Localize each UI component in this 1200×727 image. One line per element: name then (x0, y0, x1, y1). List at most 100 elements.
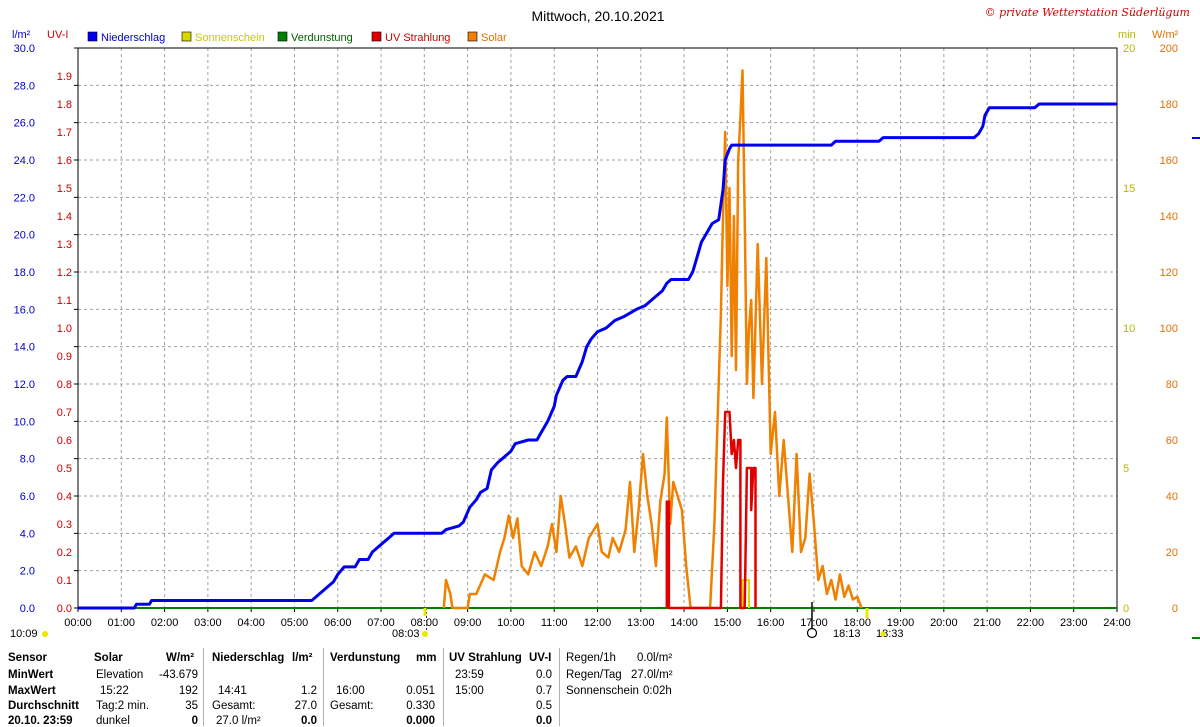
solar-r1-label: Elevation (96, 669, 144, 681)
solar-tick-label: 80 (1166, 379, 1178, 391)
solar-tick-label: 20 (1166, 547, 1178, 559)
rain-tick-label: 2.0 (20, 566, 35, 578)
uv-r4-val: 0.0 (536, 715, 552, 727)
solar-tick-label: 140 (1160, 211, 1178, 223)
chart-title: Mittwoch, 20.10.2021 (531, 8, 664, 24)
rain-r3-label: Gesamt: (212, 700, 256, 712)
chart-legend: Niederschlag Sonnenschein Verdunstung UV St… (87, 31, 507, 44)
copyright: © private Wetterstation Süderlügum (985, 6, 1190, 19)
solar-tick-label: 40 (1166, 491, 1178, 503)
uv-r1-val: 0.0 (536, 669, 552, 681)
x-tick-label: 08:00 (411, 617, 439, 629)
uv-tick-label: 0.2 (57, 547, 72, 559)
rain-tick-label: 4.0 (20, 528, 35, 540)
niederschlag-line (78, 102, 1117, 610)
min-tick-label: 15 (1123, 183, 1135, 195)
x-tick-label: 16:00 (757, 617, 785, 629)
x-tick-label: 23:00 (1060, 617, 1088, 629)
solar-header: Solar (94, 652, 123, 664)
solar-r3-val: 35 (185, 700, 198, 712)
x-tick-label: 02:00 (151, 617, 179, 629)
rain-tick-label: 10.0 (14, 416, 35, 428)
moon-icon (806, 627, 818, 639)
sunset2-icon (880, 631, 886, 637)
uv-tick-label: 0.6 (57, 435, 72, 447)
x-tick-label: 24:00 (1103, 617, 1131, 629)
x-tick-label: 00:00 (64, 617, 92, 629)
legend-label-1: Sonnenschein (195, 32, 265, 44)
x-tick-label: 18:00 (843, 617, 871, 629)
rain-unit-label: l/m² (12, 29, 31, 41)
uv-tick-label: 1.6 (57, 155, 72, 167)
uv-tick-label: 0.8 (57, 379, 72, 391)
x-tick-label: 19:00 (887, 617, 915, 629)
rain-tick-label: 8.0 (20, 454, 35, 466)
legend-swatch-1 (181, 31, 192, 42)
uv-r2-label: 15:00 (455, 685, 484, 697)
sunset-label: 18:13 (833, 628, 861, 640)
chart-series (78, 69, 1117, 610)
solar-tick-label: 0 (1172, 603, 1178, 615)
evap-r3-label: Gesamt: (330, 700, 374, 712)
uv-tick-label: 1.1 (57, 295, 72, 307)
legend-swatch-0 (87, 31, 98, 42)
solar-r4-val: 0 (191, 715, 198, 727)
solar-tick-label: 160 (1160, 155, 1178, 167)
solar-r2-val: 192 (178, 685, 198, 697)
uv-r1-label: 23:59 (455, 669, 484, 681)
uv-r3-val: 0.5 (536, 700, 552, 712)
rain-r3-val: 27.0 (294, 700, 317, 712)
solar-r3-label: Tag:2 min. (96, 700, 150, 712)
x-tick-label: 20:00 (930, 617, 958, 629)
extra-r1-label: Regen/Tag (566, 669, 622, 681)
durchschnitt-label: Durchschnitt (8, 700, 79, 712)
min-tick-label: 20 (1123, 43, 1135, 55)
x-tick-label: 05:00 (281, 617, 309, 629)
stats-table: Sensor MinWert MaxWert Durchschnitt 20.1… (0, 648, 1200, 727)
legend-label-0: Niederschlag (101, 32, 165, 44)
min-unit-label: min (1118, 29, 1136, 41)
x-tick-label: 17:00 (800, 617, 828, 629)
min-tick-label: 10 (1123, 323, 1135, 335)
x-tick-label: 06:00 (324, 617, 352, 629)
x-tick-label: 21:00 (973, 617, 1001, 629)
solar-r2-label: 15:22 (100, 685, 129, 697)
uv-tick-label: 0.4 (57, 491, 72, 503)
chart-axes: 0.0 2.0 4.0 6.0 8.0 10.0 12.0 14.0 16.0 18.0 20.0 2… (14, 43, 1178, 629)
solar-tick-label: 180 (1160, 99, 1178, 111)
x-tick-label: 04:00 (237, 617, 265, 629)
x-tick-label: 22:00 (1017, 617, 1045, 629)
solar-unit: W/m² (166, 652, 195, 664)
legend-label-3: UV Strahlung (385, 32, 450, 44)
uv-r2-val: 0.7 (536, 685, 552, 697)
solar-r1-val: -43.679 (158, 669, 198, 681)
uv-tick-label: 1.7 (57, 127, 72, 139)
rain-tick-label: 28.0 (14, 80, 35, 92)
uv-tick-label: 0.0 (57, 603, 72, 615)
legend-label-4: Solar (481, 32, 507, 44)
minwert-label: MinWert (8, 669, 54, 681)
solar-tick-label: 120 (1160, 267, 1178, 279)
extra-r1-val: 27.0l/m² (631, 669, 673, 681)
uv-header: UV Strahlung (449, 652, 522, 664)
x-tick-label: 14:00 (670, 617, 698, 629)
solar-tick-label: 100 (1160, 323, 1178, 335)
evap-unit: mm (416, 652, 437, 664)
rain-tick-label: 26.0 (14, 118, 35, 130)
uv-tick-label: 0.9 (57, 351, 72, 363)
x-tick-label: 15:00 (714, 617, 742, 629)
rain-r4-val: 0.0 (301, 715, 317, 727)
legend-swatch-2 (277, 31, 288, 42)
rain-header: Niederschlag (212, 652, 285, 664)
evap-r4-val: 0.000 (406, 715, 435, 727)
sunrise-icon (422, 631, 428, 637)
uv-tick-label: 1.3 (57, 239, 72, 251)
rain-unit: l/m² (292, 652, 313, 664)
legend-swatch-4 (467, 31, 478, 42)
x-tick-label: 07:00 (367, 617, 395, 629)
rain-r4-label: 27.0 l/m² (216, 715, 261, 727)
uv-tick-label: 0.3 (57, 519, 72, 531)
uv-tick-label: 1.0 (57, 323, 72, 335)
rain-tick-label: 22.0 (14, 192, 35, 204)
rain-r2-val: 1.2 (301, 685, 317, 697)
